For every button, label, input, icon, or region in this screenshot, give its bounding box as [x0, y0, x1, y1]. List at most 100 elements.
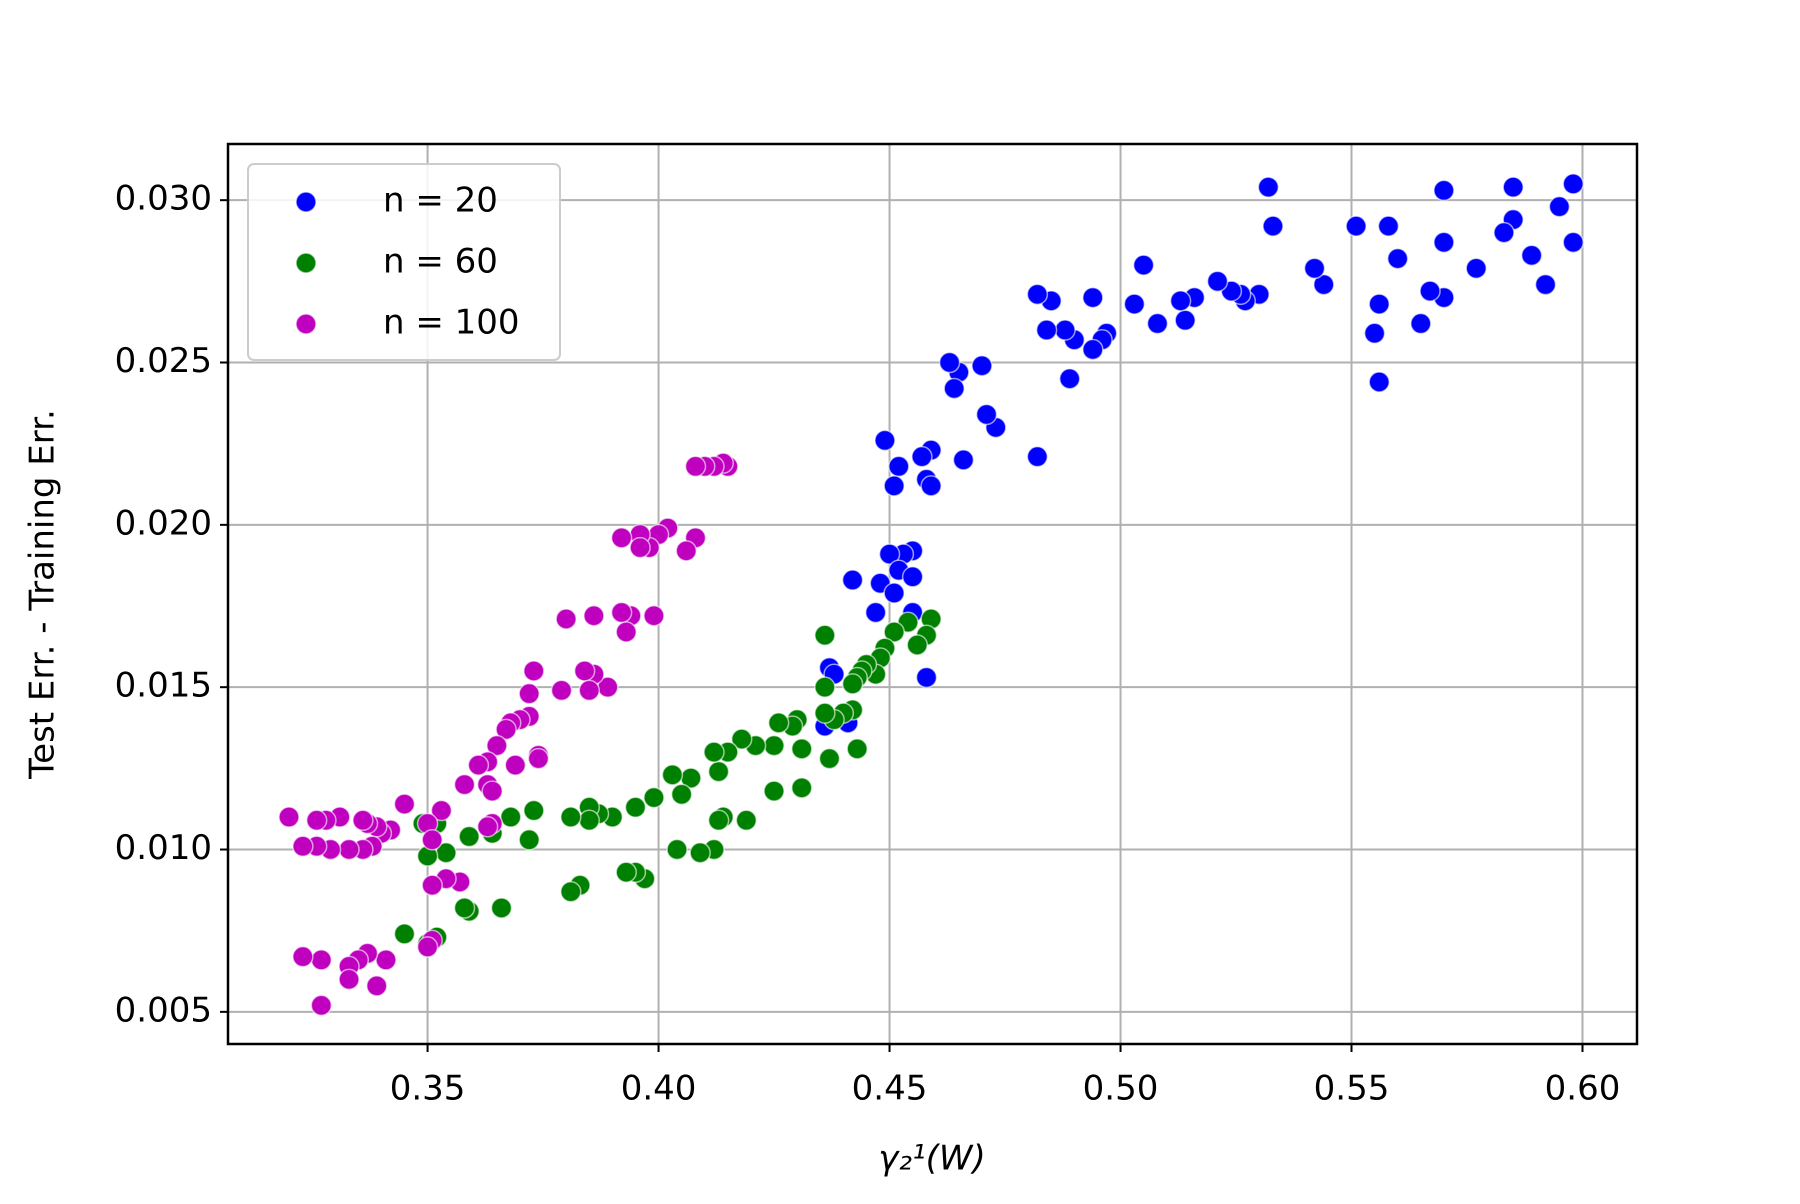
- plot-frame: [226, 142, 1639, 1046]
- scatter-point: [938, 351, 961, 374]
- scatter-point: [864, 601, 887, 624]
- scatter-point: [310, 994, 333, 1017]
- scatter-point: [915, 666, 938, 689]
- scatter-point: [495, 718, 517, 741]
- scatter-point: [883, 582, 905, 604]
- scatter-point: [943, 377, 965, 400]
- scatter-point: [476, 816, 499, 838]
- x-tick-label: 0.45: [852, 1069, 928, 1109]
- scatter-point: [707, 760, 730, 783]
- scatter-point: [352, 809, 374, 832]
- scatter-point: [666, 838, 688, 861]
- scatter-point: [610, 601, 633, 624]
- scatter-point: [366, 975, 388, 997]
- scatter-point: [560, 880, 582, 903]
- scatter-point: [1303, 257, 1326, 280]
- scatter-point: [730, 728, 753, 750]
- scatter-point: [393, 793, 416, 815]
- scatter-point: [1146, 312, 1169, 335]
- scatter-point: [1534, 273, 1557, 296]
- scatter-point: [504, 754, 527, 776]
- legend-label: n = 60: [383, 242, 498, 282]
- legend-label: n = 20: [383, 181, 498, 221]
- scatter-point: [1035, 319, 1058, 341]
- scatter-point: [763, 780, 785, 802]
- scatter-point: [523, 799, 545, 822]
- scatter-point: [971, 355, 993, 377]
- scatter-point: [490, 897, 513, 919]
- scatter-point: [675, 540, 698, 562]
- scatter-point: [1410, 312, 1432, 335]
- legend-marker: [295, 252, 317, 274]
- scatter-point: [550, 679, 573, 702]
- scatter-point: [684, 455, 707, 478]
- scatter-point: [1562, 231, 1584, 254]
- x-tick-label: 0.55: [1314, 1069, 1390, 1109]
- scatter-point: [1058, 367, 1081, 390]
- scatter-point: [1082, 286, 1104, 309]
- scatter-point: [499, 806, 522, 828]
- scatter-point: [1026, 445, 1049, 468]
- scatter-point: [814, 676, 836, 698]
- x-tick-label: 0.40: [621, 1069, 697, 1109]
- scatter-point: [1132, 254, 1155, 276]
- scatter-point: [1363, 322, 1386, 345]
- scatter-point: [874, 429, 896, 452]
- scatter-point: [310, 949, 333, 971]
- x-tick-label: 0.35: [390, 1069, 466, 1109]
- scatter-point: [814, 624, 836, 646]
- x-tick-label: 0.50: [1083, 1069, 1159, 1109]
- scatter-point: [624, 796, 647, 819]
- scatter-point: [421, 829, 443, 851]
- scatter-point: [791, 777, 813, 799]
- scatter-point: [1257, 176, 1280, 198]
- scatter-point: [486, 734, 508, 757]
- scatter-point: [578, 809, 601, 832]
- scatter-point: [1502, 176, 1524, 198]
- x-axis-label: γ₂¹(W): [878, 1139, 986, 1179]
- legend-label: n = 100: [383, 303, 520, 343]
- y-tick-label: 0.015: [115, 666, 212, 706]
- scatter-point: [1345, 215, 1367, 237]
- scatter-point: [791, 738, 813, 760]
- scatter-point: [583, 605, 605, 627]
- scatter-point: [518, 682, 540, 705]
- scatter-point: [573, 660, 596, 682]
- scatter-point: [578, 679, 601, 702]
- scatter-point: [421, 874, 443, 896]
- scatter-point: [555, 608, 577, 630]
- scatter-point: [430, 799, 453, 822]
- scatter-point: [375, 949, 397, 971]
- legend-marker: [295, 313, 317, 335]
- scatter-point: [1206, 270, 1229, 293]
- scatter-point: [661, 764, 684, 786]
- scatter-point: [814, 702, 836, 724]
- scatter-point: [818, 747, 841, 770]
- scatter-point: [901, 566, 924, 588]
- scatter-point: [1123, 293, 1146, 315]
- scatter-point: [1433, 179, 1455, 202]
- y-tick-label: 0.005: [115, 990, 212, 1030]
- scatter-point: [670, 783, 693, 806]
- scatter-point: [1433, 231, 1455, 254]
- scatter-point: [305, 809, 328, 832]
- scatter-point: [888, 455, 910, 478]
- scatter-point: [846, 738, 868, 760]
- scatter-point: [560, 806, 582, 828]
- scatter-point: [615, 621, 637, 643]
- scatter-point: [338, 838, 360, 861]
- scatter-point: [952, 449, 975, 471]
- y-axis-label: Test Err. - Training Err.: [23, 409, 63, 780]
- scatter-point: [643, 605, 665, 627]
- scatter-point: [481, 780, 503, 802]
- scatter-point: [703, 741, 725, 763]
- scatter-point: [1313, 273, 1335, 296]
- scatter-point: [735, 809, 758, 832]
- scatter-point: [1054, 319, 1076, 341]
- scatter-point: [1520, 244, 1543, 267]
- scatter-point: [643, 786, 665, 809]
- scatter-point: [393, 923, 416, 945]
- scatter-point: [467, 754, 490, 776]
